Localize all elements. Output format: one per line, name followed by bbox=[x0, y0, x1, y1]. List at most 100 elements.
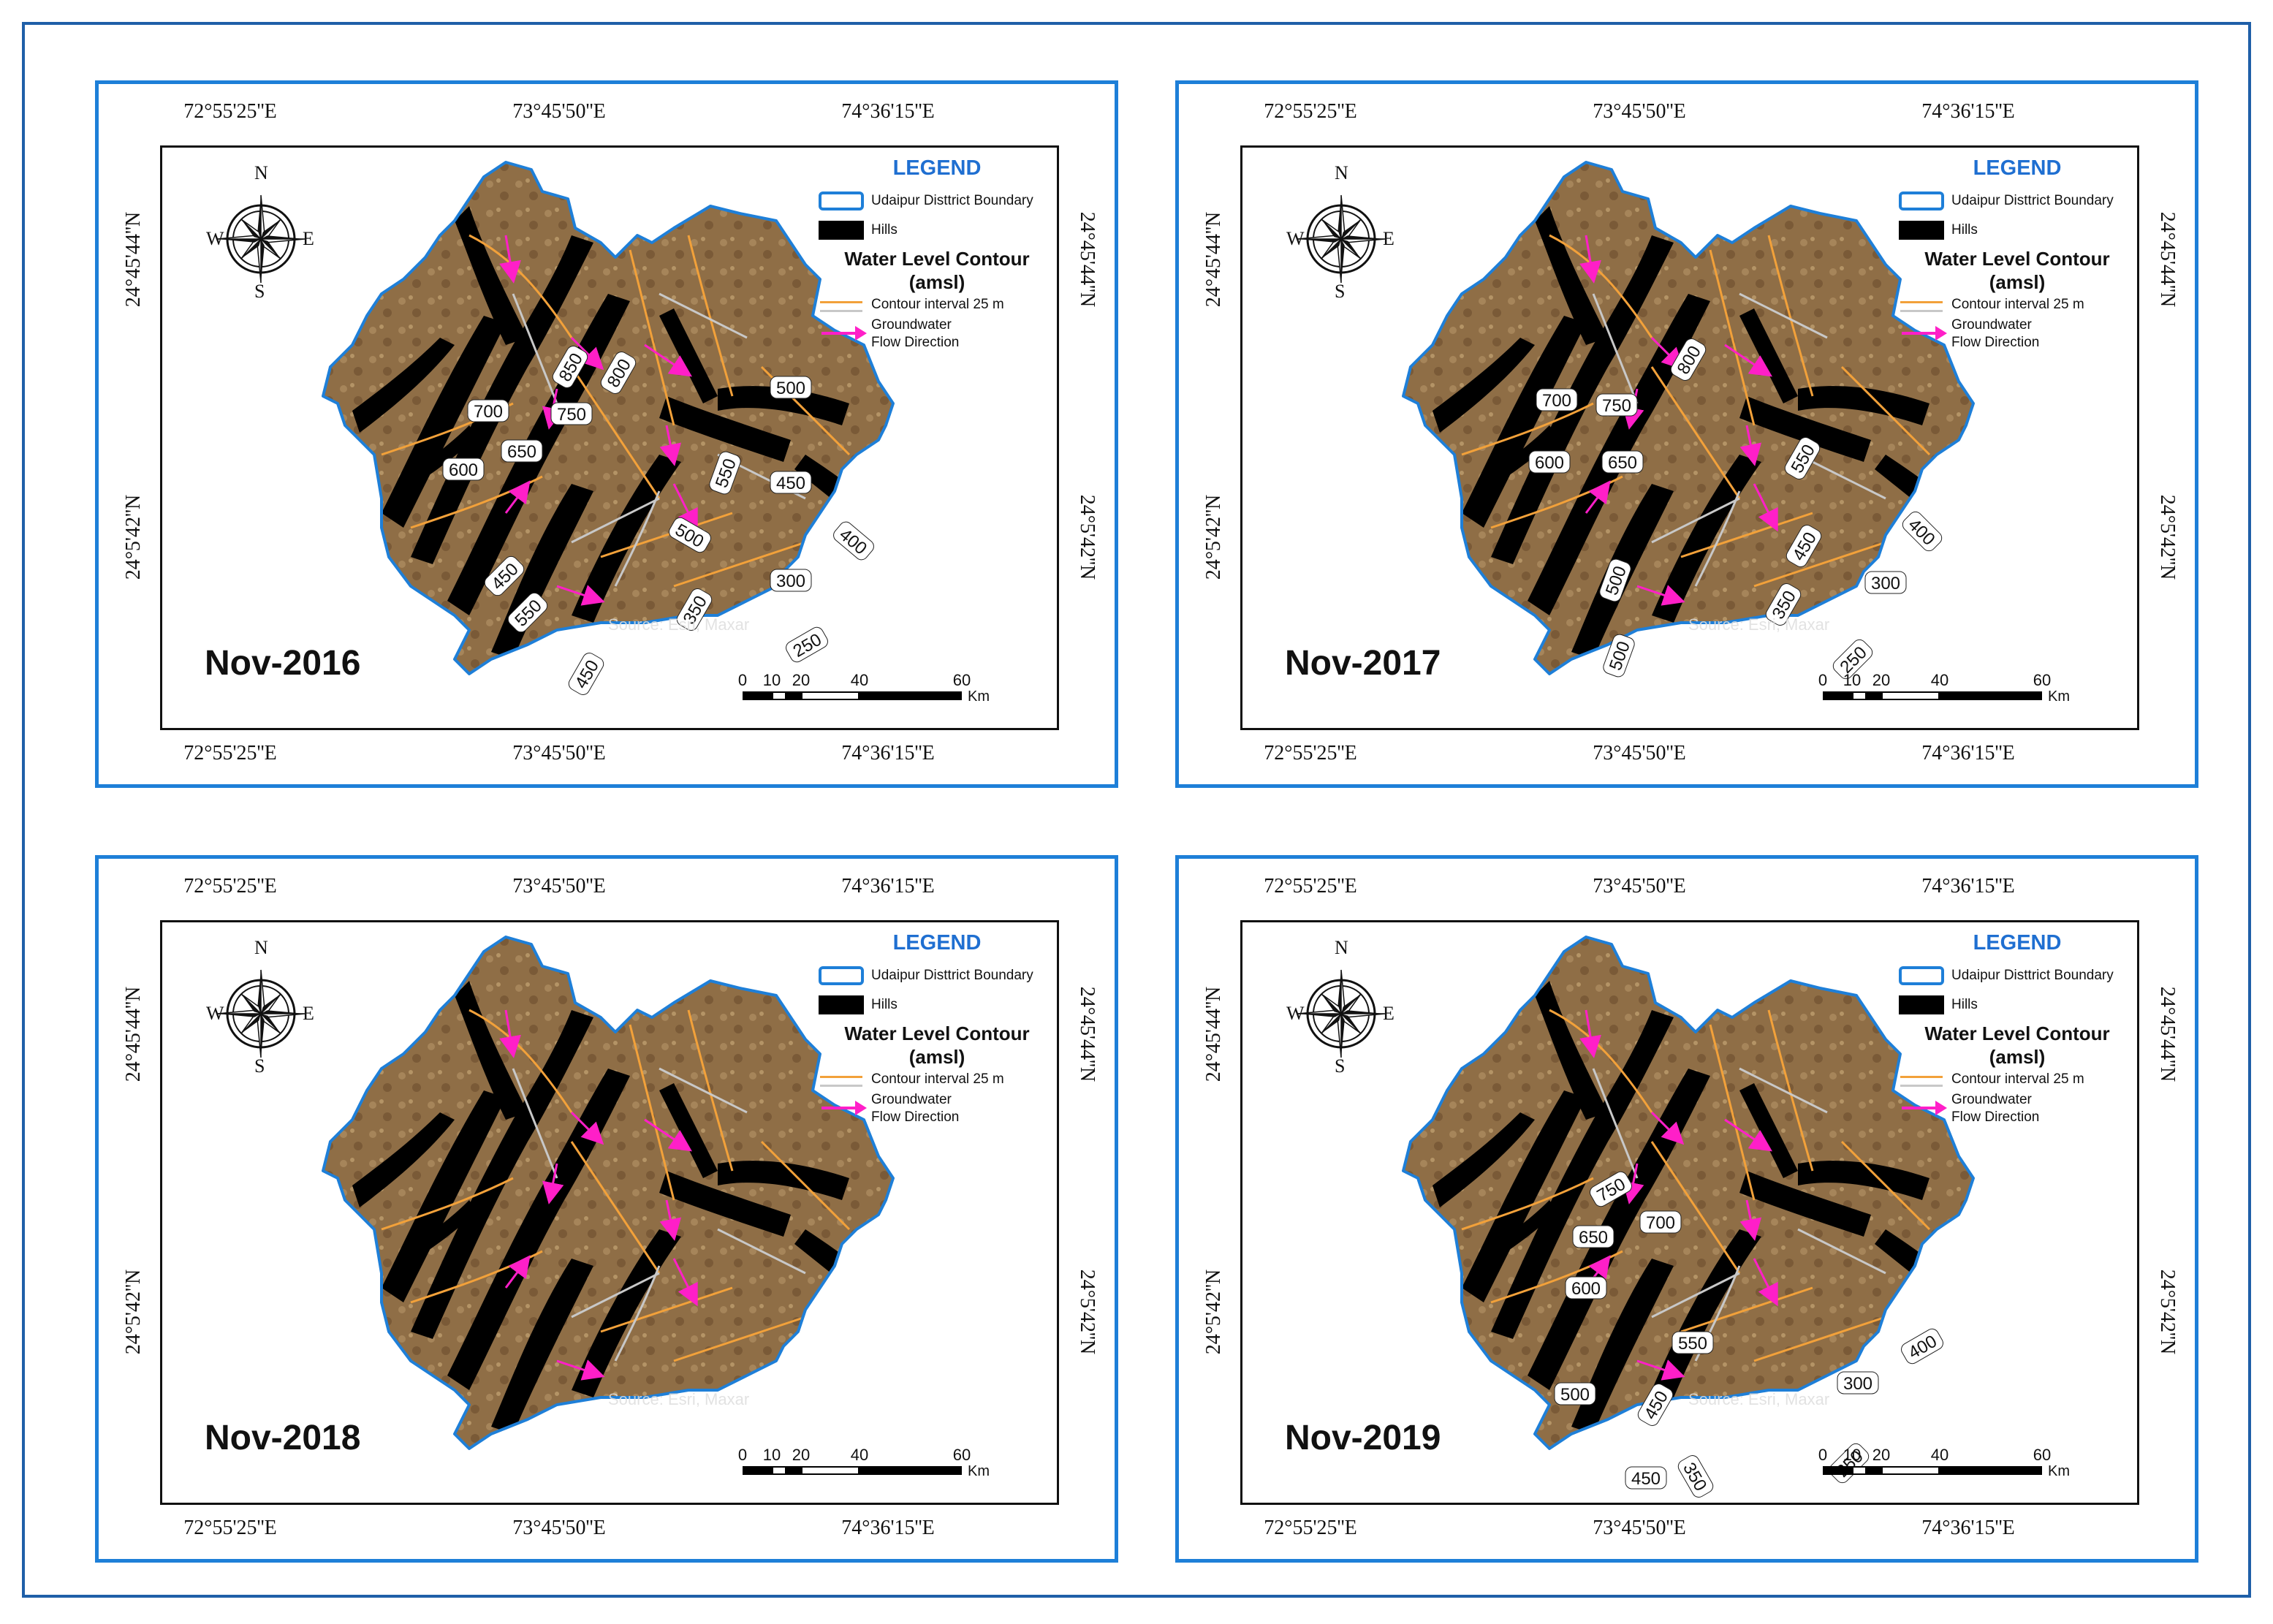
map-legend: LEGEND Udaipur Disttrict Boundary Hills … bbox=[1893, 148, 2137, 411]
scale-bar-segment bbox=[743, 691, 772, 700]
compass-w-label: W bbox=[206, 1003, 224, 1024]
hill-ridge bbox=[1484, 425, 1557, 487]
scale-bar-segment bbox=[1852, 691, 1867, 700]
contour-value-label: 300 bbox=[770, 569, 812, 592]
legend-boundary-label: Udaipur Disttrict Boundary bbox=[1951, 193, 2114, 208]
hill-ridge bbox=[447, 1069, 630, 1390]
contour-line-grey bbox=[1739, 1067, 1828, 1114]
contour-line-orange bbox=[629, 249, 675, 426]
map-frame: 800 700 750 600 650 550 400 450 300 500 350 500 250 N… bbox=[1240, 145, 2139, 730]
hill-ridge bbox=[1433, 338, 1535, 433]
contour-line-orange bbox=[1840, 365, 1931, 456]
contour-value-label: 400 bbox=[833, 521, 874, 561]
longitude-label-bottom: 72°55'25''E bbox=[1264, 1517, 1357, 1539]
legend-boundary-label: Udaipur Disttrict Boundary bbox=[871, 193, 1033, 208]
compass-e-label: E bbox=[1383, 1003, 1394, 1024]
flow-direction-arrow bbox=[1753, 483, 1778, 532]
hill-ridge bbox=[659, 1171, 791, 1237]
longitude-label-bottom: 73°45'50''E bbox=[1593, 742, 1686, 764]
legend-contour-interval-label: Contour interval 25 m bbox=[871, 1071, 1004, 1087]
hill-ridge bbox=[1652, 455, 1761, 623]
flow-direction-arrow bbox=[659, 1199, 682, 1241]
legend-contour-grey-symbol bbox=[820, 310, 862, 312]
contour-value-label: 600 bbox=[1528, 450, 1571, 474]
compass-w-label: W bbox=[1286, 1003, 1305, 1024]
contour-line-orange bbox=[1461, 402, 1594, 456]
longitude-label-bottom: 72°55'25''E bbox=[183, 742, 277, 764]
contour-line-grey bbox=[1651, 497, 1740, 544]
longitude-label-top: 72°55'25''E bbox=[1264, 100, 1357, 123]
svg-text:750: 750 bbox=[557, 405, 586, 425]
contour-value-label: 300 bbox=[1837, 1371, 1879, 1395]
legend-contour-interval-label: Contour interval 25 m bbox=[1951, 297, 2084, 312]
contour-line-orange bbox=[1650, 366, 1741, 499]
legend-boundary-symbol bbox=[819, 191, 864, 210]
latitude-label-left: 24°45'44''N bbox=[122, 211, 145, 308]
legend-contour-orange-symbol bbox=[1900, 301, 1943, 303]
legend-flow-label-1: Groundwater bbox=[871, 1092, 952, 1107]
latitude-label-right: 24°5'42''N bbox=[1076, 1269, 1098, 1355]
scale-bar-segment bbox=[772, 691, 786, 700]
legend-flow-arrow-symbol bbox=[821, 332, 858, 335]
compass-e-label: E bbox=[1383, 228, 1394, 249]
contour-value-label: 450 bbox=[770, 471, 812, 494]
contour-line-orange bbox=[629, 1024, 675, 1201]
legend-contour-unit: (amsl) bbox=[908, 271, 965, 293]
imagery-source-credit: Source: Esri, Maxar bbox=[608, 1390, 750, 1408]
hill-ridge bbox=[659, 396, 791, 462]
hill-ridge bbox=[455, 206, 528, 345]
scale-bar: 0 10 20 40 60 Km bbox=[1818, 671, 2070, 715]
compass-n-label: N bbox=[1335, 162, 1348, 183]
contour-value-label: 450 bbox=[484, 555, 525, 596]
contour-value-label: 650 bbox=[1572, 1225, 1614, 1248]
scale-unit-label: Km bbox=[2048, 688, 2070, 705]
contour-line-grey bbox=[1739, 292, 1828, 339]
scale-tick-label: 0 bbox=[1818, 671, 1828, 689]
compass-e-label: E bbox=[303, 1003, 314, 1024]
map-panel-2017: 72°55'25''E 73°45'50''E 74°36'15''E 72°55'2… bbox=[1175, 80, 2198, 788]
legend-hills-label: Hills bbox=[871, 222, 898, 238]
contour-value-label: 550 bbox=[1671, 1331, 1714, 1354]
hill-ridge bbox=[1491, 235, 1674, 564]
latitude-label-right: 24°45'44''N bbox=[1076, 986, 1098, 1082]
latitude-label-right: 24°45'44''N bbox=[2156, 211, 2179, 308]
hill-ridge bbox=[352, 338, 455, 433]
longitude-label-bottom: 72°55'25''E bbox=[183, 1517, 277, 1539]
contour-line-orange bbox=[600, 512, 733, 558]
svg-text:450: 450 bbox=[1631, 1469, 1661, 1489]
longitude-label-bottom: 74°36'15''E bbox=[841, 742, 935, 764]
district-boundary bbox=[1402, 161, 1975, 675]
svg-text:650: 650 bbox=[507, 442, 536, 462]
flow-direction-arrow bbox=[570, 1111, 604, 1145]
longitude-label-bottom: 73°45'50''E bbox=[512, 1517, 606, 1539]
legend-flow-label-2: Flow Direction bbox=[1951, 1109, 2040, 1125]
scale-tick-label: 0 bbox=[737, 1446, 748, 1464]
legend-hills-symbol bbox=[1899, 221, 1944, 240]
scale-unit-label: Km bbox=[968, 688, 990, 705]
scale-tick-label: 60 bbox=[2033, 671, 2052, 689]
legend-hills-symbol bbox=[819, 995, 864, 1014]
flow-direction-arrow bbox=[542, 1163, 564, 1204]
contour-value-label: 650 bbox=[501, 439, 543, 463]
contour-line-orange bbox=[381, 1177, 514, 1231]
imagery-source-credit: Source: Esri, Maxar bbox=[1688, 1390, 1830, 1408]
longitude-label-top: 73°45'50''E bbox=[1593, 100, 1686, 123]
flow-direction-arrow bbox=[499, 1009, 521, 1058]
contour-value-label: 700 bbox=[1536, 388, 1578, 411]
hill-ridge bbox=[1528, 1069, 1710, 1390]
district-boundary bbox=[322, 936, 895, 1450]
legend-contour-interval-label: Contour interval 25 m bbox=[1951, 1071, 2084, 1087]
flow-direction-arrow bbox=[1579, 1009, 1601, 1058]
longitude-label-bottom: 72°55'25''E bbox=[1264, 742, 1357, 764]
flow-direction-arrow bbox=[504, 1255, 531, 1289]
latitude-label-left: 24°45'44''N bbox=[122, 986, 145, 1082]
compass-n-label: N bbox=[254, 937, 268, 958]
scale-bar-segment bbox=[1823, 691, 1852, 700]
compass-s-label: S bbox=[1335, 1055, 1346, 1077]
contour-line-grey bbox=[717, 1228, 806, 1275]
hill-ridge bbox=[1491, 1010, 1674, 1339]
contour-line-orange bbox=[1709, 1024, 1756, 1201]
scale-bar: 0 10 20 40 60 Km bbox=[1818, 1446, 2070, 1490]
